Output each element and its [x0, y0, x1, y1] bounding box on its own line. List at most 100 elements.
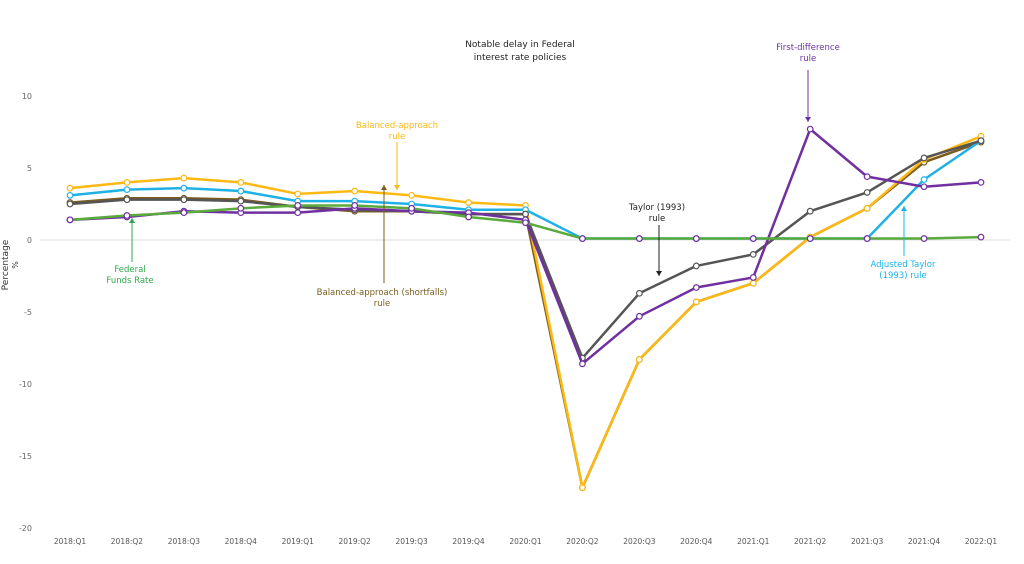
annotation: Adjusted Taylor(1993) rule [871, 206, 936, 281]
annotation-text: Taylor (1993) [628, 203, 685, 213]
data-point [294, 190, 302, 198]
data-point [920, 154, 928, 162]
x-tick-label: 2019:Q3 [395, 537, 428, 546]
x-tick-label: 2018:Q4 [225, 537, 258, 546]
data-point [863, 189, 871, 196]
annotation-text: Federal [114, 265, 145, 275]
annotation-text: Funds Rate [106, 276, 153, 286]
data-point [180, 196, 188, 204]
x-axis: 2018:Q1 2018:Q2 2018:Q3 2018:Q4 2019:Q1 2019:… [54, 537, 998, 546]
x-tick-label: 2020:Q4 [680, 537, 713, 546]
series-balanced-approach-rule [66, 132, 985, 492]
data-point [237, 178, 245, 186]
y-axis-unit: % [11, 261, 20, 269]
data-point [863, 173, 871, 181]
y-axis-label: Percentage% [1, 239, 20, 290]
data-point [237, 197, 245, 205]
series-line [69, 127, 982, 366]
data-point [123, 178, 131, 186]
data-point [977, 178, 985, 186]
y-tick-label: 0 [27, 236, 32, 245]
chart-title-line: Notable delay in Federal [465, 40, 575, 50]
arrow-head-icon [656, 271, 662, 276]
data-point [806, 235, 814, 242]
x-tick-label: 2021:Q3 [851, 537, 884, 546]
data-point [66, 191, 74, 199]
data-point [863, 204, 871, 212]
x-tick-label: 2018:Q1 [54, 537, 87, 546]
annotation: Taylor (1993)rule [628, 203, 685, 276]
x-tick-label: 2021:Q4 [908, 537, 941, 546]
data-point [465, 213, 472, 221]
data-point [635, 289, 643, 297]
data-point [920, 183, 928, 191]
data-point [692, 235, 700, 242]
series-line [69, 139, 982, 360]
data-point [123, 186, 131, 194]
series-lines [66, 125, 985, 492]
data-point [408, 204, 416, 212]
data-point [351, 202, 359, 209]
y-tick-label: -15 [19, 452, 32, 461]
data-point [180, 209, 188, 217]
x-tick-label: 2020:Q1 [509, 537, 542, 546]
annotation-text: rule [649, 214, 665, 224]
y-axis-title: Percentage [1, 239, 11, 290]
data-point [749, 274, 757, 281]
data-point [294, 209, 302, 217]
data-point [749, 235, 757, 242]
data-point [66, 184, 74, 192]
x-tick-label: 2020:Q3 [623, 537, 656, 546]
y-tick-label: -20 [19, 524, 32, 533]
data-point [66, 200, 74, 208]
data-point [977, 137, 985, 145]
x-tick-label: 2019:Q1 [282, 537, 315, 546]
data-point [408, 191, 416, 199]
data-point [635, 356, 643, 363]
data-point [977, 233, 985, 241]
arrow-head-icon [901, 206, 907, 211]
data-point [237, 187, 245, 195]
arrow-head-icon [805, 117, 811, 122]
data-point [579, 484, 586, 492]
data-point [635, 235, 643, 242]
data-point [237, 204, 245, 212]
data-point [522, 210, 529, 218]
data-point [180, 184, 188, 192]
y-tick-label: 10 [22, 92, 32, 101]
series-line [69, 140, 982, 489]
data-point [692, 262, 700, 270]
annotation-text: rule [374, 299, 390, 309]
chart-title-line: interest rate policies [474, 53, 567, 63]
annotation-text: Balanced-approach [356, 121, 438, 131]
x-tick-label: 2020:Q2 [566, 537, 599, 546]
data-point [806, 207, 814, 215]
data-point [579, 235, 586, 242]
arrow-head-icon [381, 185, 387, 190]
annotation-text: First-difference [776, 43, 840, 53]
y-tick-label: -10 [19, 380, 32, 389]
series-balanced-approach-shortfalls-rule [66, 138, 985, 492]
series-federal-funds-rate [66, 202, 985, 242]
x-tick-label: 2022:Q1 [965, 537, 998, 546]
data-point [123, 196, 131, 204]
annotation-text: Adjusted Taylor [871, 260, 936, 270]
chart-title: Notable delay in Federal interest rate po… [465, 40, 575, 63]
data-point [66, 216, 74, 224]
arrow-head-icon [129, 218, 135, 223]
y-axis: 10 5 0 -5 -10 -15 -20 Percentage% [1, 92, 1010, 533]
x-tick-label: 2021:Q2 [794, 537, 827, 546]
data-point [692, 298, 700, 306]
annotation-text: rule [800, 54, 816, 64]
arrow-head-icon [394, 185, 400, 190]
annotation: Balanced-approach (shortfalls)rule [317, 185, 447, 309]
data-point [465, 199, 472, 206]
y-tick-label: 5 [27, 164, 32, 173]
x-tick-label: 2021:Q1 [737, 537, 770, 546]
data-point [522, 219, 529, 227]
series-taylor-1993-rule [66, 137, 985, 362]
x-tick-label: 2019:Q4 [452, 537, 485, 546]
y-tick-label: -5 [24, 308, 32, 317]
